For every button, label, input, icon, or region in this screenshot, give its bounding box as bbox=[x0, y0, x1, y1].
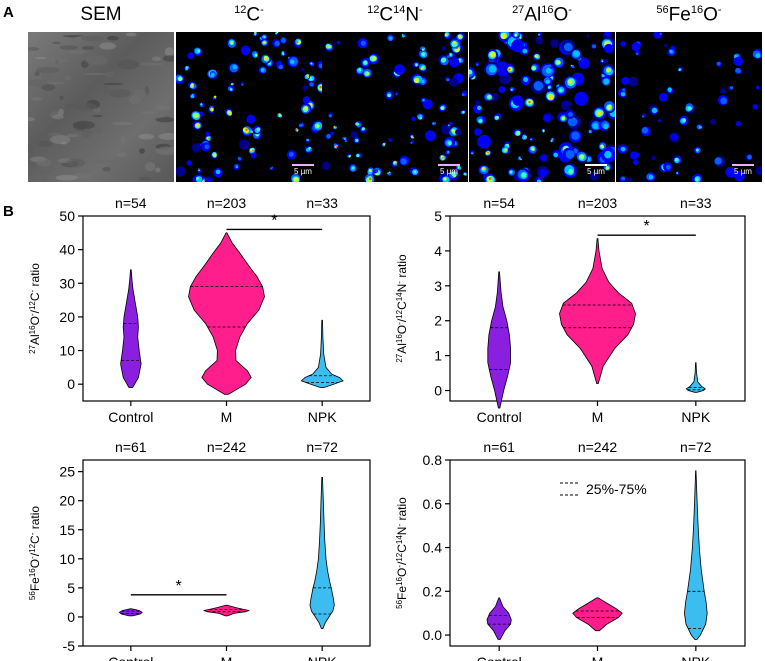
violin-npk bbox=[300, 319, 344, 388]
y-tick-label: 10 bbox=[59, 343, 75, 359]
y-tick-label: 4 bbox=[434, 243, 442, 259]
category-label-m: M bbox=[592, 654, 604, 661]
y-axis-label: 56Fe16O-/12C- ratio bbox=[28, 506, 43, 600]
panel-b-letter: B bbox=[3, 203, 14, 220]
violin-control bbox=[118, 608, 143, 617]
n-label-m: n=203 bbox=[207, 195, 247, 211]
y-tick-label: 0 bbox=[67, 376, 75, 392]
image-texture-alo bbox=[469, 32, 615, 182]
violin-control bbox=[487, 271, 511, 409]
violin-npk bbox=[685, 362, 706, 393]
y-tick-label: 15 bbox=[59, 522, 75, 538]
image-title-sem: SEM bbox=[80, 4, 122, 25]
n-label-control: n=54 bbox=[483, 195, 515, 211]
n-label-m: n=242 bbox=[578, 439, 618, 455]
image-tile-sem bbox=[28, 32, 174, 182]
n-label-control: n=61 bbox=[115, 439, 147, 455]
violin-plot-alo-cn: 0 1 2 3 4 5 27Al16O-/12C14N- ratio Control n=54 M… bbox=[395, 195, 746, 422]
category-label-npk: NPK bbox=[681, 654, 710, 661]
y-tick-label: 0.4 bbox=[423, 540, 443, 556]
y-tick-label: 0.8 bbox=[423, 452, 443, 468]
n-label-npk: n=72 bbox=[680, 439, 712, 455]
n-label-npk: n=33 bbox=[680, 195, 712, 211]
image-tile-c: 5 µm bbox=[176, 32, 322, 182]
panel-a-letter: A bbox=[3, 4, 14, 21]
y-tick-label: 1 bbox=[434, 348, 442, 364]
violin-m bbox=[572, 597, 623, 632]
scale-bar-feo: 5 µm bbox=[730, 164, 756, 176]
y-tick-label: 30 bbox=[59, 275, 75, 291]
violin-plot-alo-c: 0 10 20 30 40 50 27Al16O-/12C- ratio Control n=5… bbox=[28, 195, 371, 422]
violin-control bbox=[120, 269, 142, 388]
violin-npk bbox=[309, 476, 335, 630]
violin-plot-feo-cn: 0.0 0.2 0.4 0.6 0.8 56Fe16O-/12C14N- ratio Con… bbox=[395, 439, 746, 661]
y-tick-label: 20 bbox=[59, 493, 75, 509]
category-label-m: M bbox=[221, 409, 233, 422]
image-title-feo: 56Fe16O- bbox=[656, 4, 722, 26]
image-texture-feo bbox=[617, 32, 762, 182]
category-label-control: Control bbox=[477, 409, 522, 422]
y-tick-label: 40 bbox=[59, 242, 75, 258]
legend-label: 25%-75% bbox=[586, 481, 647, 497]
category-label-m: M bbox=[221, 654, 233, 661]
category-label-m: M bbox=[592, 409, 604, 422]
category-label-npk: NPK bbox=[308, 654, 337, 661]
y-tick-label: 0.2 bbox=[423, 583, 443, 599]
category-label-npk: NPK bbox=[308, 409, 337, 422]
scale-bar-cn: 5 µm bbox=[436, 164, 462, 176]
image-texture-cn bbox=[322, 32, 468, 182]
image-title-cn: 12C14N- bbox=[367, 4, 423, 26]
category-label-npk: NPK bbox=[681, 409, 710, 422]
y-tick-label: 3 bbox=[434, 278, 442, 294]
y-tick-label: 5 bbox=[67, 580, 75, 596]
violin-control bbox=[486, 597, 512, 640]
category-label-control: Control bbox=[108, 409, 153, 422]
n-label-m: n=242 bbox=[207, 439, 247, 455]
violin-plot-feo-c: -5 0 5 10 15 20 25 56Fe16O-/12C- ratio Control n=… bbox=[28, 439, 371, 661]
image-tile-alo: 5 µm bbox=[469, 32, 615, 182]
significance-star: * bbox=[271, 212, 277, 229]
image-texture-c bbox=[176, 32, 322, 182]
violin-m bbox=[203, 604, 250, 617]
violin-npk bbox=[683, 470, 708, 640]
y-tick-label: 0 bbox=[434, 383, 442, 399]
image-tile-feo: 5 µm bbox=[616, 32, 762, 182]
y-tick-label: 5 bbox=[434, 208, 442, 224]
y-tick-label: 25 bbox=[59, 464, 75, 480]
category-label-control: Control bbox=[477, 654, 522, 661]
significance-star: * bbox=[176, 578, 182, 595]
y-tick-label: 50 bbox=[59, 208, 75, 224]
image-title-alo: 27Al16O- bbox=[512, 4, 572, 26]
y-tick-label: 0 bbox=[67, 609, 75, 625]
y-tick-label: 20 bbox=[59, 309, 75, 325]
y-tick-label: -5 bbox=[63, 638, 76, 654]
image-texture-sem bbox=[28, 32, 174, 182]
n-label-control: n=54 bbox=[115, 195, 147, 211]
scale-bar-alo: 5 µm bbox=[583, 164, 609, 176]
y-axis-label: 27Al16O-/12C- ratio bbox=[28, 263, 43, 354]
n-label-npk: n=72 bbox=[306, 439, 338, 455]
significance-star: * bbox=[644, 218, 650, 235]
image-tile-cn: 5 µm bbox=[322, 32, 468, 182]
y-tick-label: 2 bbox=[434, 313, 442, 329]
image-title-c: 12C- bbox=[234, 4, 264, 26]
n-label-control: n=61 bbox=[483, 439, 515, 455]
scale-bar-c: 5 µm bbox=[290, 164, 316, 176]
y-tick-label: 0.0 bbox=[423, 627, 443, 643]
violin-m bbox=[559, 238, 636, 384]
category-label-control: Control bbox=[108, 654, 153, 661]
y-axis-label: 56Fe16O-/12C14N- ratio bbox=[395, 497, 410, 609]
n-label-m: n=203 bbox=[578, 195, 618, 211]
y-tick-label: 0.6 bbox=[423, 496, 443, 512]
y-tick-label: 10 bbox=[59, 551, 75, 567]
violin-m bbox=[188, 232, 265, 395]
n-label-npk: n=33 bbox=[306, 195, 338, 211]
y-axis-label: 27Al16O-/12C14N- ratio bbox=[395, 254, 410, 363]
